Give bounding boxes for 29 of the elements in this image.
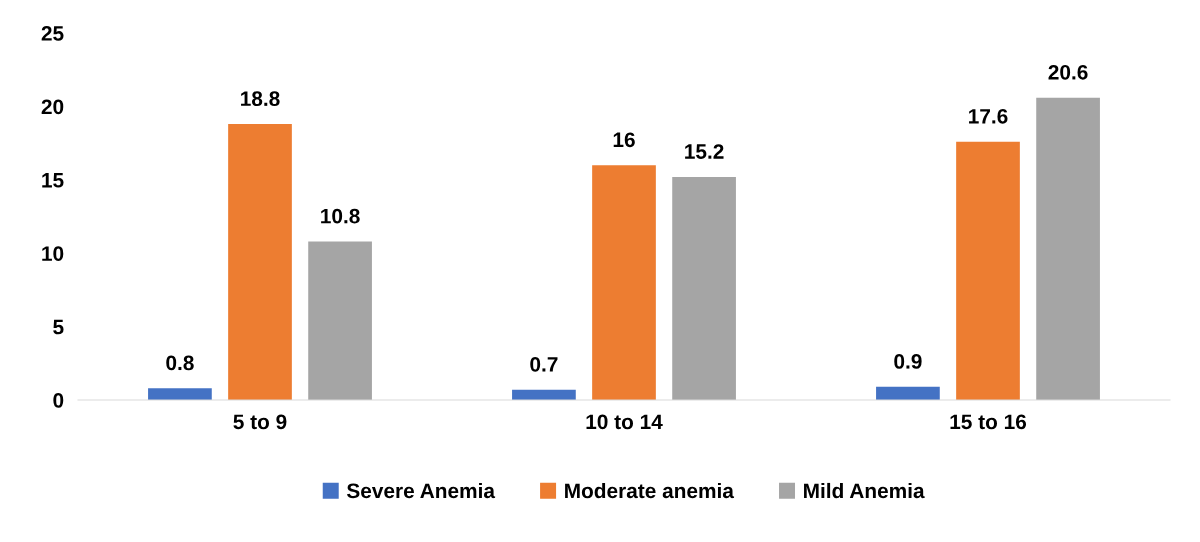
data-label: 18.8 <box>241 91 280 107</box>
data-label: 10.8 <box>321 208 360 224</box>
data-label: 0.9 <box>894 354 922 369</box>
data-label: 16 <box>613 132 635 148</box>
data-label: 0.7 <box>530 356 558 372</box>
data-label: 17.6 <box>969 108 1008 124</box>
bar <box>876 386 940 400</box>
bar <box>592 165 656 400</box>
x-tick-label: 5 to 9 <box>233 414 287 430</box>
legend-label: Moderate anemia <box>565 482 735 499</box>
bar <box>148 388 212 400</box>
legend-label: Severe Anemia <box>346 482 496 499</box>
data-label: 0.8 <box>166 355 194 371</box>
x-tick-label: 10 to 14 <box>586 414 663 430</box>
y-tick-label: 5 <box>53 319 64 335</box>
bar <box>1036 97 1100 400</box>
bar <box>308 241 372 400</box>
y-tick-label: 15 <box>42 173 64 188</box>
y-tick-label: 0 <box>53 393 64 408</box>
bar <box>956 141 1020 400</box>
y-tick-label: 20 <box>41 99 64 115</box>
bar <box>672 176 736 400</box>
bar <box>228 124 292 400</box>
data-label: 20.6 <box>1048 64 1088 80</box>
data-label: 15.2 <box>685 144 724 159</box>
y-tick-label: 25 <box>41 26 64 41</box>
x-tick-label: 15 to 16 <box>950 414 1027 430</box>
y-tick-label: 10 <box>42 246 64 261</box>
legend-label: Mild Anemia <box>804 482 925 499</box>
